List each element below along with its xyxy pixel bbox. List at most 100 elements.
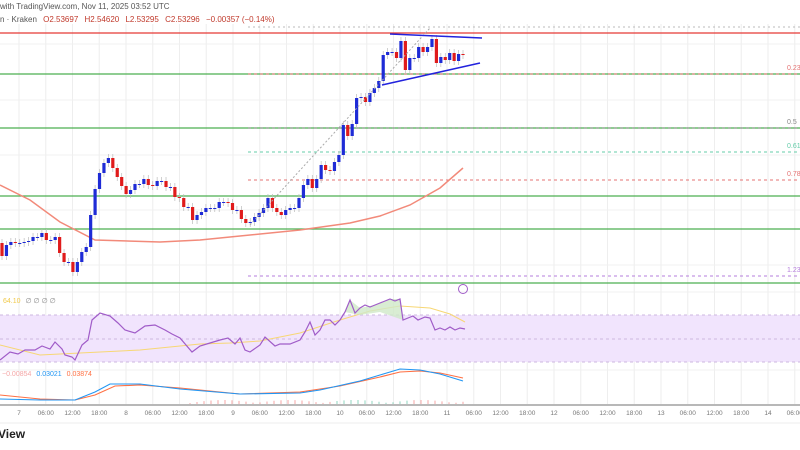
candle <box>381 55 385 81</box>
time-tick: 13 <box>657 410 665 417</box>
macd-histogram-value: −0.00854 <box>2 371 32 378</box>
candle <box>244 219 248 223</box>
candle <box>417 47 421 58</box>
candle <box>452 53 456 61</box>
macd-value: 0.03021 <box>36 371 62 378</box>
fib-label: 0.5 <box>787 119 797 126</box>
candle <box>31 237 35 241</box>
candle <box>332 162 337 171</box>
candle <box>448 53 452 60</box>
candle <box>44 233 48 240</box>
candle <box>128 190 133 194</box>
candle <box>120 177 124 186</box>
time-tick: 10 <box>336 410 344 417</box>
candle <box>13 242 17 243</box>
rsi-line <box>0 298 466 362</box>
rsi-overbought-fill <box>345 299 403 320</box>
candle <box>222 202 226 203</box>
candle <box>434 39 439 63</box>
time-tick: 7 <box>17 410 21 417</box>
time-tick: 9 <box>231 410 235 417</box>
candle <box>93 189 97 215</box>
candle <box>217 202 221 208</box>
candle <box>443 57 447 60</box>
candle <box>159 181 164 182</box>
time-tick: 12:00 <box>706 410 723 417</box>
candle <box>4 245 9 256</box>
rsi-ma-line <box>0 305 466 356</box>
fib-label: 1.236 <box>787 267 800 274</box>
macd-pane <box>0 368 464 404</box>
time-tick: 18:00 <box>626 410 643 417</box>
time-tick: 06:00 <box>679 410 696 417</box>
rsi-legend: 64.10 ∅ ∅ ∅ ∅ <box>3 297 56 305</box>
candle <box>253 217 257 222</box>
rsi-value: 64.10 <box>3 298 21 305</box>
candle <box>390 52 394 53</box>
time-tick: 11 <box>443 410 451 417</box>
candle <box>394 52 399 58</box>
candle <box>106 158 110 163</box>
moving-average-line <box>0 167 464 243</box>
candle <box>266 198 270 208</box>
horizontal-levels <box>0 26 800 284</box>
candle <box>412 58 416 59</box>
candle <box>306 179 310 185</box>
time-tick: 18:00 <box>519 410 536 417</box>
candle <box>226 202 230 203</box>
candle <box>430 39 434 47</box>
candle <box>133 184 137 190</box>
high-value: H2.54620 <box>84 15 120 24</box>
candle <box>18 243 22 244</box>
rsi-pane <box>0 298 466 362</box>
candle <box>355 98 359 124</box>
candle <box>368 93 372 102</box>
fib-label: 0.786 <box>787 171 800 178</box>
moving-average <box>0 167 464 243</box>
candle <box>49 240 53 241</box>
time-tick: 12:00 <box>385 410 402 417</box>
candle <box>62 253 66 262</box>
candle <box>439 57 443 63</box>
candle <box>350 124 354 136</box>
snapshot-icon <box>458 284 468 294</box>
candle <box>199 212 204 215</box>
candle <box>279 212 283 215</box>
candle <box>372 88 376 93</box>
candle <box>421 47 425 52</box>
candle <box>328 170 332 171</box>
candle <box>151 185 155 186</box>
candle <box>386 52 390 55</box>
candle <box>75 262 79 272</box>
symbol-name[interactable]: n · Kraken <box>0 15 37 24</box>
candle <box>346 125 350 136</box>
candle <box>288 208 292 210</box>
time-tick: 18:00 <box>305 410 322 417</box>
candle <box>164 181 168 187</box>
time-tick: 8 <box>124 410 128 417</box>
candle <box>89 215 93 247</box>
symbol-legend: n · Kraken O2.53697 H2.54620 L2.53295 C2… <box>0 15 275 24</box>
candle <box>53 237 57 240</box>
candle <box>22 242 26 243</box>
time-tick: 12:00 <box>278 410 295 417</box>
candle <box>84 247 88 252</box>
candle <box>408 58 412 70</box>
time-tick: 18:00 <box>412 410 429 417</box>
time-tick: 12:00 <box>492 410 509 417</box>
fib-label: 0.618 <box>787 143 800 150</box>
fib-label: 0.236 <box>787 65 800 72</box>
candle <box>337 155 341 162</box>
candle <box>102 163 106 173</box>
candle <box>204 208 208 212</box>
candle <box>137 184 142 185</box>
candle <box>297 198 301 208</box>
time-tick: 18:00 <box>198 410 215 417</box>
candle <box>26 241 31 242</box>
candle <box>124 186 128 194</box>
candle <box>284 210 288 215</box>
candle <box>301 185 306 198</box>
candle <box>230 203 235 210</box>
time-tick: 06:00 <box>37 410 54 417</box>
